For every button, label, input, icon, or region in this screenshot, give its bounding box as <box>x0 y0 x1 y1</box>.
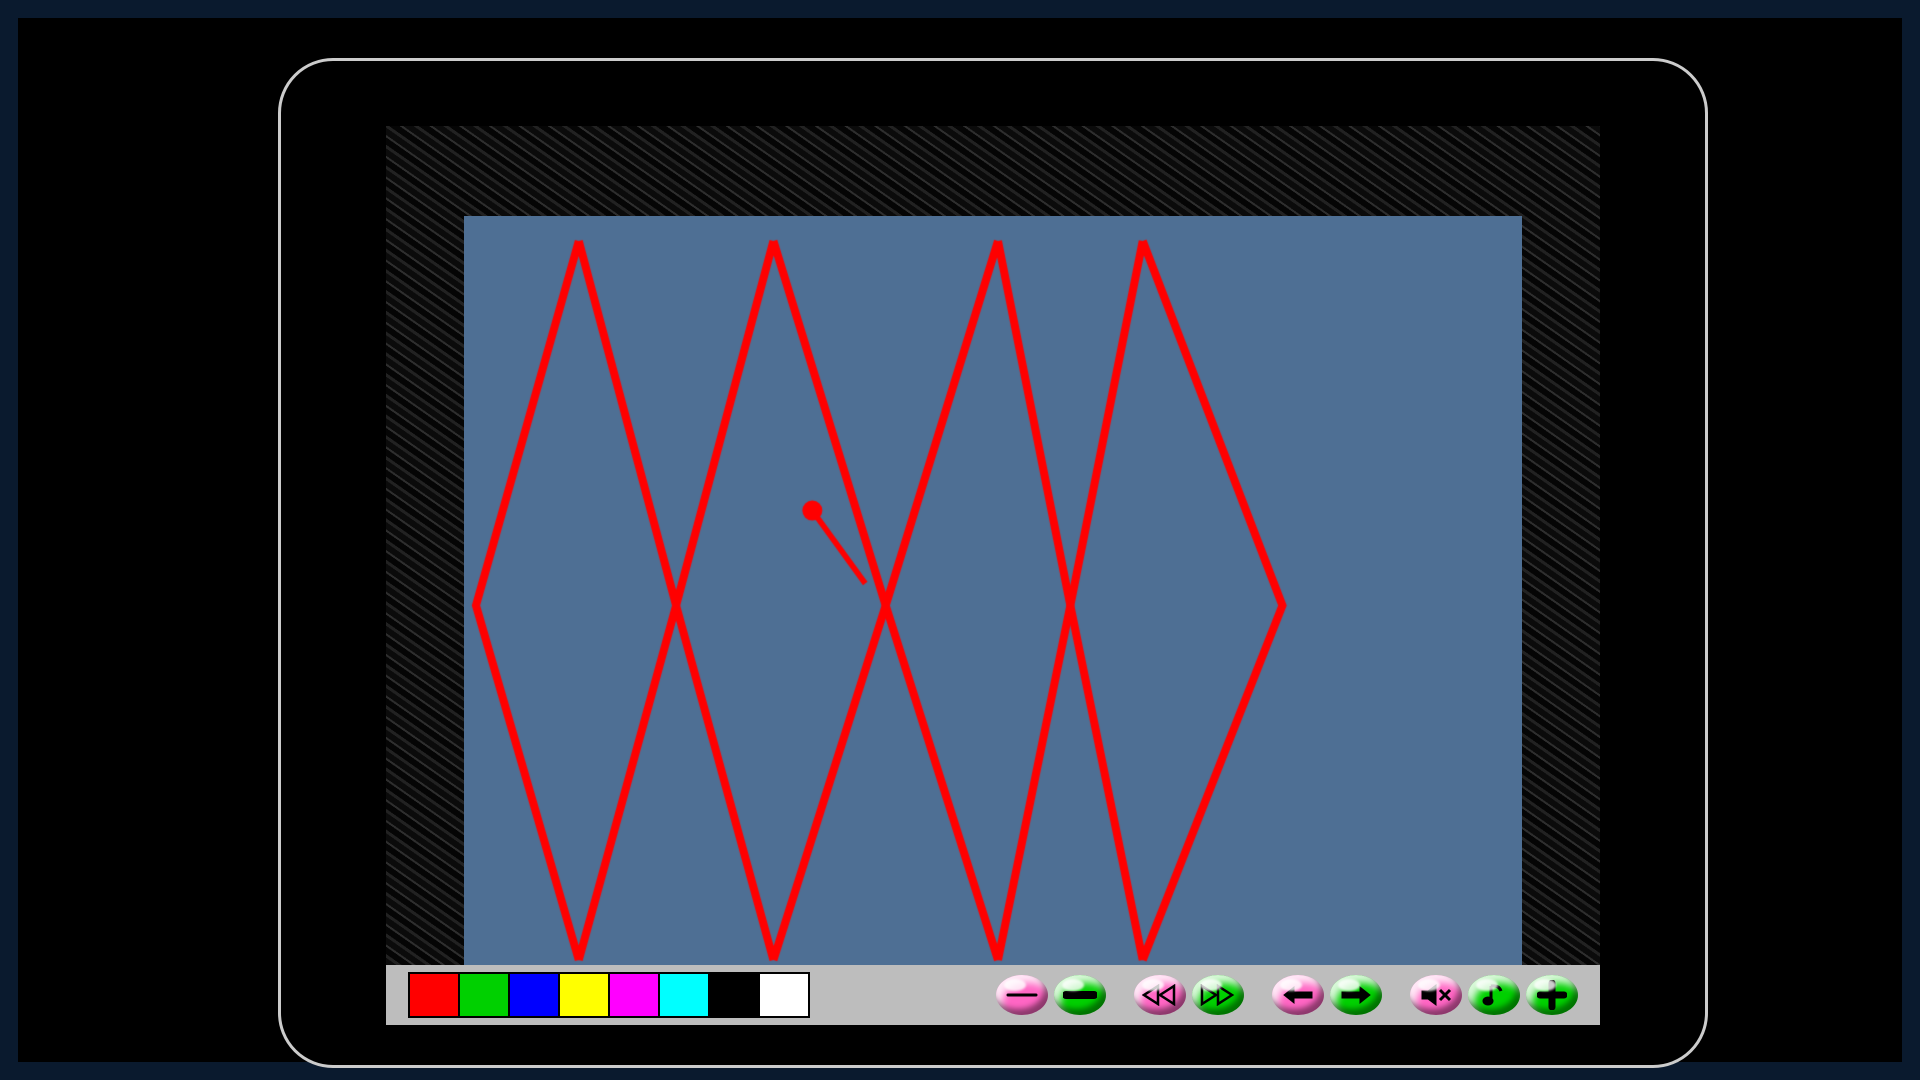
color-swatch-white[interactable] <box>758 972 810 1018</box>
fast-forward-button[interactable] <box>1192 975 1244 1015</box>
color-swatch-yellow[interactable] <box>558 972 610 1018</box>
color-swatch-magenta[interactable] <box>608 972 660 1018</box>
control-group-3 <box>1410 975 1578 1015</box>
color-palette <box>408 972 810 1018</box>
arrow-left-icon <box>1272 975 1324 1015</box>
mute-icon <box>1410 975 1462 1015</box>
minus-thin-icon <box>996 975 1048 1015</box>
control-group-0 <box>996 975 1106 1015</box>
color-swatch-red[interactable] <box>408 972 460 1018</box>
control-group-2 <box>1272 975 1382 1015</box>
control-group-1 <box>1134 975 1244 1015</box>
color-swatch-green[interactable] <box>458 972 510 1018</box>
plus-icon <box>1526 975 1578 1015</box>
drawing-canvas[interactable] <box>464 216 1522 965</box>
page-background <box>18 18 1902 1062</box>
tablet-frame <box>278 58 1708 1068</box>
thick-line-button[interactable] <box>1054 975 1106 1015</box>
next-button[interactable] <box>1330 975 1382 1015</box>
music-button[interactable] <box>1468 975 1520 1015</box>
arrow-right-icon <box>1330 975 1382 1015</box>
color-swatch-black[interactable] <box>708 972 760 1018</box>
mute-button[interactable] <box>1410 975 1462 1015</box>
drawing-canvas-area[interactable] <box>464 216 1522 965</box>
app-screen <box>386 126 1600 1025</box>
add-button[interactable] <box>1526 975 1578 1015</box>
minus-thick-icon <box>1054 975 1106 1015</box>
color-swatch-cyan[interactable] <box>658 972 710 1018</box>
ffwd-icon <box>1192 975 1244 1015</box>
rewind-button[interactable] <box>1134 975 1186 1015</box>
toolbar <box>386 965 1600 1025</box>
controls <box>996 975 1578 1015</box>
prev-button[interactable] <box>1272 975 1324 1015</box>
rewind-icon <box>1134 975 1186 1015</box>
note-icon <box>1468 975 1520 1015</box>
thin-line-button[interactable] <box>996 975 1048 1015</box>
color-swatch-blue[interactable] <box>508 972 560 1018</box>
